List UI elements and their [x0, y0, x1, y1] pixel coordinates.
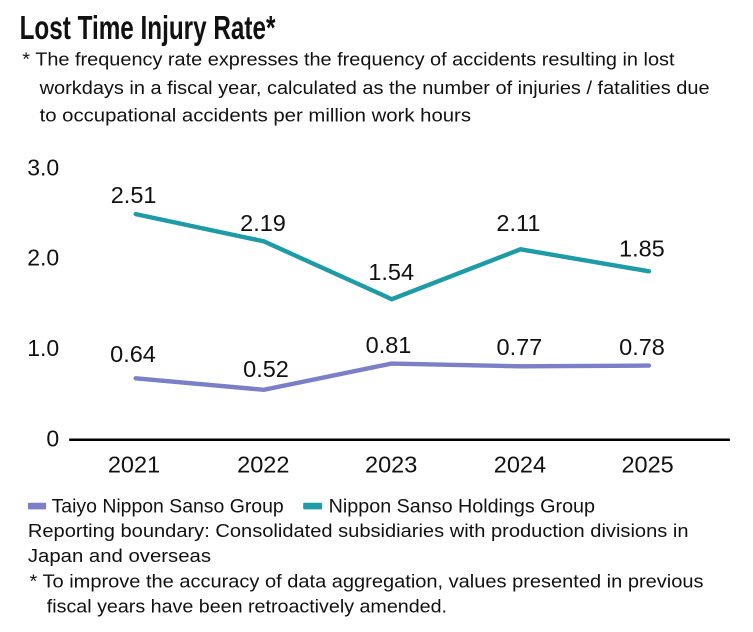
svg-text:2.0: 2.0 [27, 245, 59, 271]
svg-text:2023: 2023 [365, 451, 417, 477]
svg-text:0: 0 [46, 425, 59, 451]
svg-text:3.0: 3.0 [27, 154, 59, 180]
svg-text:2.51: 2.51 [111, 182, 157, 208]
svg-text:* The frequency rate expresses: * The frequency rate expresses the frequ… [22, 50, 674, 70]
svg-text:2025: 2025 [621, 451, 673, 477]
svg-text:Reporting boundary: Consolidat: Reporting boundary: Consolidated subsidi… [28, 521, 689, 541]
svg-text:* To improve the accuracy of d: * To improve the accuracy of data aggreg… [30, 572, 704, 592]
svg-text:Taiyo Nippon Sanso Group: Taiyo Nippon Sanso Group [52, 497, 284, 518]
svg-text:Lost Time Injury Rate*: Lost Time Injury Rate* [20, 9, 276, 46]
svg-text:2.19: 2.19 [240, 210, 286, 236]
svg-text:to occupational accidents per: to occupational accidents per million wo… [40, 106, 471, 126]
svg-text:2022: 2022 [237, 451, 289, 477]
svg-text:2.11: 2.11 [496, 210, 540, 236]
svg-text:0.78: 0.78 [619, 334, 665, 360]
svg-text:fiscal years have been retroac: fiscal years have been retroactively ame… [47, 597, 447, 617]
svg-text:Nippon Sanso Holdings Group: Nippon Sanso Holdings Group [329, 497, 595, 518]
svg-text:1.0: 1.0 [27, 335, 59, 361]
svg-text:1.54: 1.54 [368, 259, 414, 285]
svg-text:1.85: 1.85 [619, 235, 665, 261]
svg-text:0.52: 0.52 [243, 356, 289, 382]
svg-text:2021: 2021 [108, 451, 160, 477]
svg-text:0.64: 0.64 [110, 341, 156, 367]
svg-text:0.81: 0.81 [366, 332, 412, 358]
svg-text:0.77: 0.77 [497, 334, 543, 360]
svg-text:workdays in a fiscal year, cal: workdays in a fiscal year, calculated as… [38, 78, 709, 98]
svg-text:2024: 2024 [494, 451, 546, 477]
svg-text:Japan and overseas: Japan and overseas [28, 546, 211, 566]
